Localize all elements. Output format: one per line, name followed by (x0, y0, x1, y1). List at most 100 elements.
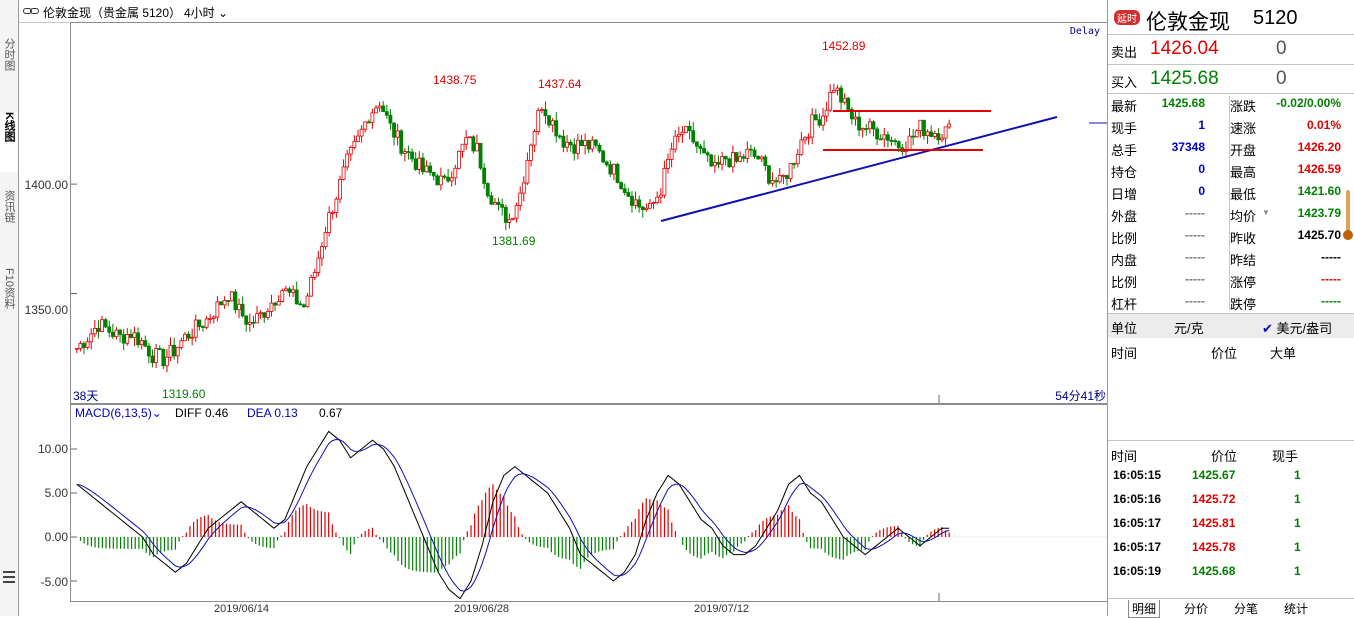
candle-body (637, 199, 642, 208)
tick-time: 16:05:19 (1113, 564, 1162, 578)
tick-time: 16:05:15 (1113, 468, 1162, 482)
candle-body (615, 163, 620, 184)
candle-body (788, 163, 793, 179)
candle-body (612, 163, 616, 175)
side-slider-handle[interactable] (1343, 230, 1353, 240)
tick-row: 16:05:19 1425.68 1 (1108, 564, 1354, 584)
ticks-time-header: 时间 (1111, 449, 1138, 464)
stat-right-value: ----- (1321, 294, 1341, 308)
low-label-1: 1381.69 (492, 234, 536, 248)
candle-body (96, 327, 101, 332)
bottom-tab-0[interactable]: 明细 (1128, 600, 1161, 618)
macd-title[interactable]: MACD(6,13,5)⌄ (75, 406, 162, 420)
tick-row: 16:05:15 1425.67 1 (1108, 468, 1354, 488)
candle-body (359, 128, 364, 137)
macd-title-text: MACD(6,13,5) (75, 406, 152, 420)
candle-body (828, 92, 833, 111)
candle-body (575, 139, 580, 154)
candle-body (886, 134, 890, 141)
buy-price: 1425.68 (1150, 68, 1219, 89)
candle-body (658, 194, 663, 198)
candle-body (893, 140, 898, 143)
candle-body (269, 302, 274, 312)
stat-right-label: 跌停 (1230, 297, 1257, 312)
tab-news[interactable]: 资讯链 (0, 190, 17, 250)
period-selector[interactable]: 4小时 ⌄ (184, 4, 228, 21)
period-label: 4小时 (184, 6, 215, 20)
candle-body (810, 114, 815, 138)
tab-kline-label: K线图 (3, 112, 15, 142)
tick-volume: 1 (1294, 540, 1301, 554)
candle-body (258, 312, 263, 315)
buy-volume: 0 (1276, 68, 1287, 89)
candle-body (619, 182, 624, 190)
chart-title-bar: 伦敦金现（贵金属 5120） 4小时 ⌄ (19, 0, 1107, 23)
stat-left-label: 持仓 (1111, 165, 1138, 180)
candle-body (298, 303, 303, 306)
candle-body (493, 202, 497, 205)
tab-f10[interactable]: F10资料 (0, 268, 17, 340)
menu-icon[interactable] (3, 570, 15, 587)
bottom-tab-3[interactable]: 统计 (1284, 602, 1309, 616)
candle-body (824, 109, 829, 117)
stat-right-value: -0.02/0.00% (1276, 96, 1341, 110)
side-slider-track[interactable] (1346, 190, 1350, 240)
macd-value: 0.67 (319, 406, 343, 420)
candle-body (630, 195, 634, 206)
stat-left-value: ----- (1185, 294, 1205, 308)
candle-body (738, 156, 743, 162)
candle-body (705, 152, 710, 156)
candle-body (229, 291, 234, 302)
candle-body (734, 152, 739, 162)
unit-option-usd[interactable]: ✔ 美元/盎司 (1262, 318, 1332, 337)
left-tab-bar: 分时图 K线图 资讯链 F10资料 (0, 0, 19, 616)
tick-price: 1425.81 (1192, 516, 1236, 530)
candle-body (813, 114, 818, 121)
candle-body (334, 198, 339, 213)
tab-timeshare[interactable]: 分时图 (0, 38, 17, 100)
candle-body (518, 192, 523, 206)
candle-body (770, 180, 775, 184)
candle-body (687, 125, 692, 132)
candle-body (550, 120, 555, 126)
candle-body (925, 131, 930, 137)
price-chart[interactable]: Delay 38天 54分41秒 1438.75 1437.64 1452.89… (70, 22, 1109, 404)
candle-body (442, 175, 447, 178)
candle-body (186, 333, 191, 339)
macd-y-tick-0: 0.00 (44, 530, 68, 544)
candle-body (233, 291, 238, 311)
tab-kline[interactable]: K线图 (0, 112, 17, 172)
candle-body (424, 165, 429, 173)
candle-body (78, 343, 83, 349)
candle-body (175, 347, 180, 357)
tick-price: 1425.67 (1192, 468, 1236, 482)
stat-left-value: ----- (1185, 250, 1205, 264)
candle-body (947, 123, 952, 128)
tick-price: 1425.68 (1192, 564, 1236, 578)
candle-body (846, 97, 851, 110)
candle-body (211, 316, 216, 319)
candlestick-svg (71, 83, 1108, 403)
candle-body (262, 312, 267, 318)
macd-chart[interactable]: MACD(6,13,5)⌄ DIFF 0.46 DEA 0.13 0.67 (70, 404, 1109, 602)
candle-body (273, 302, 277, 306)
delay-badge: 延时 (1114, 10, 1140, 25)
bottom-tab-1[interactable]: 分价 (1184, 602, 1209, 616)
unit-option-rmb[interactable]: 元/克 (1174, 321, 1204, 336)
x-date-3: 2019/07/12 (694, 603, 750, 615)
candle-body (89, 333, 94, 343)
candle-body (121, 334, 126, 344)
dropdown-triangle-icon[interactable]: ▼ (1262, 208, 1270, 217)
candle-body (132, 332, 137, 338)
candle-body (283, 288, 288, 292)
stat-right-label: 最低 (1230, 187, 1257, 202)
candle-body (514, 205, 519, 219)
candle-body (435, 175, 440, 186)
candle-body (626, 192, 631, 197)
bottom-tab-2[interactable]: 分笔 (1234, 602, 1259, 616)
candle-body (496, 202, 501, 205)
stat-right-label: 涨跌 (1230, 99, 1257, 114)
candle-body (193, 319, 198, 338)
tick-time: 16:05:17 (1113, 516, 1162, 530)
link-icon[interactable] (23, 5, 39, 19)
